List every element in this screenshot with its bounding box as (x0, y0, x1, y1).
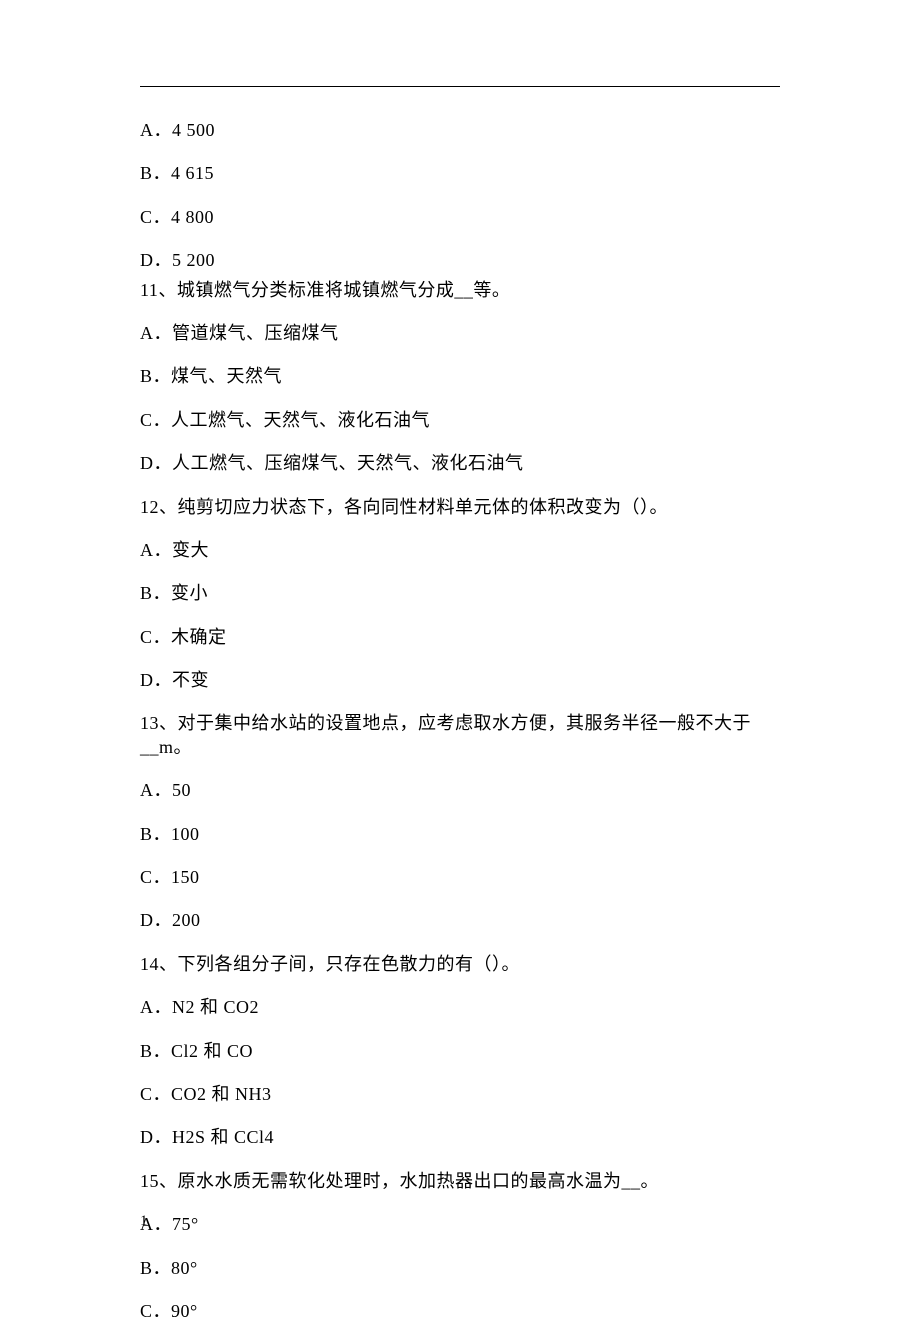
q12-stem: 12、纯剪切应力状态下，各向同性材料单元体的体积改变为（）。 (140, 496, 780, 519)
q12-option-c: C．木确定 (140, 626, 780, 649)
q14-option-a: A．N2 和 CO2 (140, 996, 780, 1019)
q14-option-d: D．H2S 和 CCl4 (140, 1126, 780, 1149)
q10-option-c: C．4 800 (140, 206, 780, 229)
q11-option-a: A．管道煤气、压缩煤气 (140, 322, 780, 345)
q15-option-b: B．80° (140, 1257, 780, 1280)
q13-option-c: C．150 (140, 866, 780, 889)
q10-option-d: D．5 200 (140, 249, 780, 272)
q11-stem: 11、城镇燃气分类标准将城镇燃气分成__等。 (140, 279, 780, 302)
q12-option-d: D．不变 (140, 669, 780, 692)
q10-option-a: A．4 500 (140, 119, 780, 142)
q15-option-a: A．75° (140, 1213, 780, 1236)
page-content: A．4 500 B．4 615 C．4 800 D．5 200 11、城镇燃气分… (140, 86, 780, 1343)
top-rule (140, 86, 780, 87)
q13-option-a: A．50 (140, 779, 780, 802)
q15-stem: 15、原水水质无需软化处理时，水加热器出口的最高水温为__。 (140, 1170, 780, 1193)
q12-option-a: A．变大 (140, 539, 780, 562)
q15-option-c: C．90° (140, 1300, 780, 1323)
q11-option-b: B．煤气、天然气 (140, 365, 780, 388)
q11-option-d: D．人工燃气、压缩煤气、天然气、液化石油气 (140, 452, 780, 475)
page-number: 1 (140, 1213, 148, 1230)
q11-option-c: C．人工燃气、天然气、液化石油气 (140, 409, 780, 432)
q12-option-b: B．变小 (140, 582, 780, 605)
q14-stem: 14、下列各组分子间，只存在色散力的有（）。 (140, 953, 780, 976)
q13-option-d: D．200 (140, 909, 780, 932)
q13-stem: 13、对于集中给水站的设置地点，应考虑取水方便，其服务半径一般不大于__m。 (140, 712, 780, 759)
q14-option-b: B．Cl2 和 CO (140, 1040, 780, 1063)
q13-option-b: B．100 (140, 823, 780, 846)
q14-option-c: C．CO2 和 NH3 (140, 1083, 780, 1106)
q10-option-b: B．4 615 (140, 162, 780, 185)
